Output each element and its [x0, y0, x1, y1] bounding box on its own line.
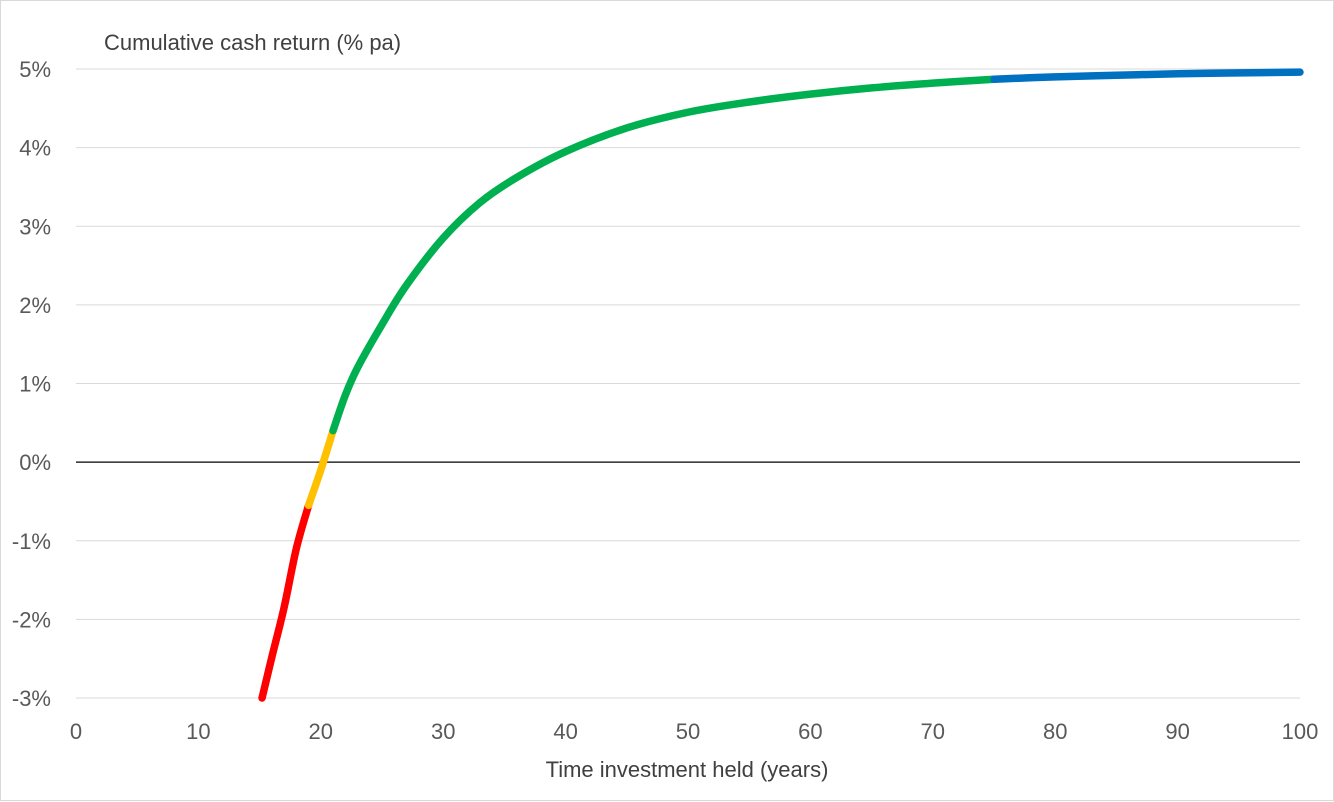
- series-line: [990, 68, 1304, 83]
- y-tick-label: -3%: [12, 686, 51, 711]
- x-tick-label: 70: [921, 719, 945, 744]
- x-axis-title: Time investment held (years): [546, 757, 829, 782]
- x-tick-label: 0: [70, 719, 82, 744]
- series-line: [258, 501, 313, 702]
- x-tick-label: 30: [431, 719, 455, 744]
- x-tick-label: 90: [1165, 719, 1189, 744]
- y-tick-label: -2%: [12, 607, 51, 632]
- y-tick-label: 0%: [19, 450, 51, 475]
- y-tick-label: -1%: [12, 529, 51, 554]
- y-tick-label: 1%: [19, 372, 51, 397]
- x-tick-label: 60: [798, 719, 822, 744]
- x-axis-ticks: 0 10 20 30 40 50 60 70 80 90 100: [70, 719, 1318, 744]
- y-axis-ticks: -3% -2% -1% 0% 1% 2% 3% 4% 5%: [12, 57, 51, 711]
- y-tick-label: 5%: [19, 57, 51, 82]
- x-tick-label: 80: [1043, 719, 1067, 744]
- x-tick-label: 20: [309, 719, 333, 744]
- y-tick-label: 4%: [19, 136, 51, 161]
- x-tick-label: 50: [676, 719, 700, 744]
- x-tick-label: 100: [1282, 719, 1319, 744]
- series-line: [329, 75, 998, 435]
- x-tick-label: 10: [186, 719, 210, 744]
- chart-title: Cumulative cash return (% pa): [104, 30, 401, 55]
- x-tick-label: 40: [553, 719, 577, 744]
- y-tick-label: 2%: [19, 293, 51, 318]
- series-lines: [258, 68, 1304, 702]
- y-tick-label: 3%: [19, 214, 51, 239]
- gridlines: [76, 68, 1300, 699]
- series-line: [304, 426, 337, 510]
